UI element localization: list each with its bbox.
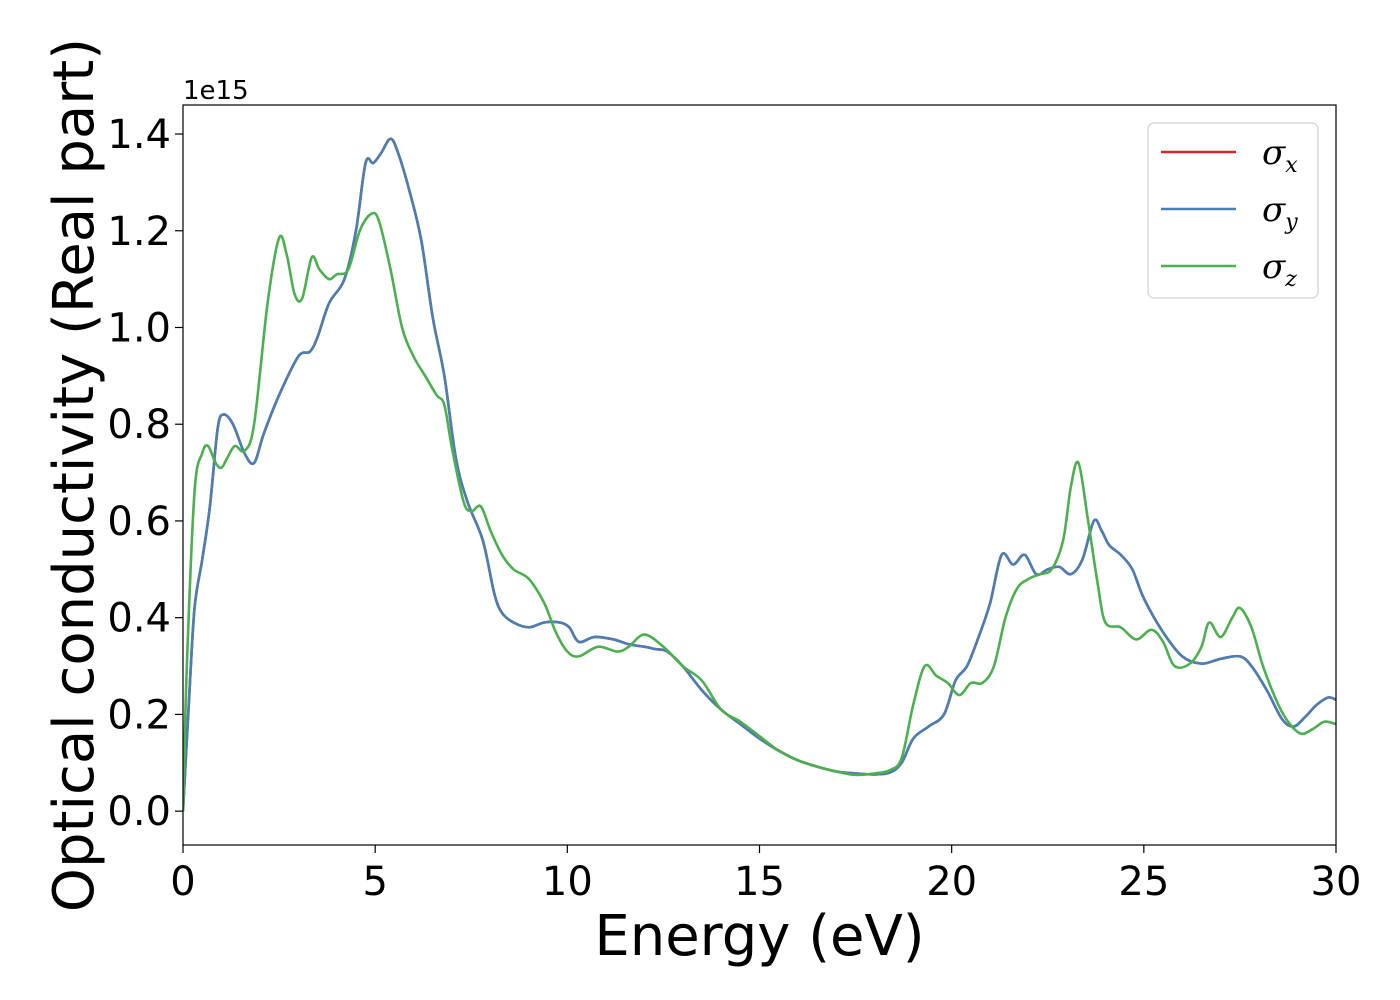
plot-frame [182, 104, 1337, 846]
legend-label-y: σy [1262, 190, 1298, 235]
x-tick-label: 0 [170, 859, 195, 905]
y-tick-label: 1.4 [107, 112, 171, 158]
legend-box [1147, 122, 1319, 299]
y-tick-label: 0.0 [107, 789, 171, 835]
series-line-z [183, 211, 1336, 812]
y-tick-label: 1.0 [107, 305, 171, 351]
legend-label-x: σx [1262, 133, 1298, 178]
x-tick-label: 10 [542, 859, 593, 905]
y-tick-label: 0.8 [107, 402, 171, 448]
x-axis-label: Energy (eV) [594, 904, 924, 969]
y-tick-label: 1.2 [107, 209, 171, 255]
x-tick-label: 30 [1311, 859, 1362, 905]
y-axis-offset-text: 1e15 [183, 76, 249, 106]
y-tick-label: 0.2 [107, 692, 171, 738]
y-tick-label: 0.4 [107, 596, 171, 642]
y-tick-label: 0.6 [107, 499, 171, 545]
series-line-y [183, 137, 1336, 812]
ticks-layer: 0 5 10 15 20 25 30 0.0 0.2 0.4 0.6 0.8 1.0 1.2 1.4 [107, 112, 1361, 905]
series-layer [183, 137, 1336, 812]
x-tick-label: 5 [362, 859, 387, 905]
x-tick-label: 20 [926, 859, 977, 905]
x-tick-label: 15 [734, 859, 785, 905]
x-tick-label: 25 [1118, 859, 1169, 905]
y-axis-label: Optical conductivity (Real part) [42, 38, 107, 912]
